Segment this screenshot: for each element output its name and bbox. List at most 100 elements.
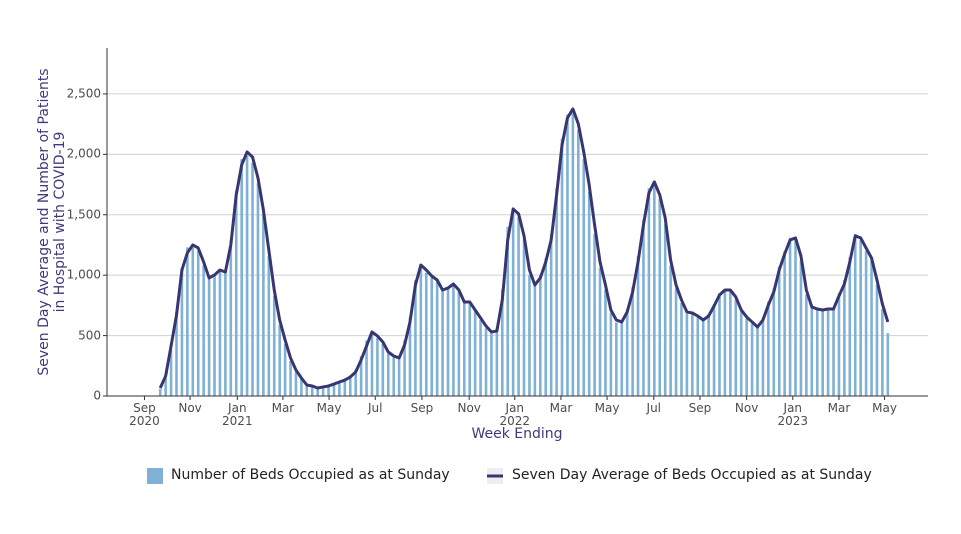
- bar: [761, 317, 765, 396]
- bar: [452, 286, 455, 396]
- bar: [158, 388, 162, 396]
- legend-swatch: [147, 468, 163, 484]
- bar: [549, 234, 553, 396]
- bar: [734, 299, 738, 396]
- x-tick-label: Jan 2023: [777, 401, 809, 428]
- bar: [875, 284, 879, 396]
- bar: [723, 289, 727, 396]
- bar: [533, 284, 537, 396]
- bar: [354, 369, 357, 396]
- bar: [305, 385, 309, 396]
- bar: [218, 269, 222, 396]
- bar: [500, 289, 504, 396]
- bar: [593, 234, 596, 396]
- bar: [609, 312, 613, 396]
- bar: [414, 280, 417, 396]
- bar: [490, 333, 493, 396]
- x-tick-label: Nov: [734, 401, 759, 415]
- bar: [180, 267, 184, 396]
- bar: [837, 293, 841, 396]
- bar: [859, 240, 862, 396]
- bar: [691, 313, 694, 396]
- bar: [810, 307, 814, 396]
- x-axis-title: Week Ending: [471, 426, 563, 442]
- bar: [495, 328, 499, 396]
- bar: [207, 276, 211, 396]
- bar: [202, 265, 205, 396]
- bar: [832, 307, 835, 396]
- bar: [164, 377, 167, 396]
- bar: [566, 114, 569, 396]
- bar: [479, 319, 482, 396]
- legend-label: Number of Beds Occupied as at Sunday: [171, 467, 450, 483]
- y-tick-label: 2,000: [66, 146, 101, 161]
- y-tick-label: 1,000: [66, 267, 101, 282]
- bar: [310, 386, 314, 396]
- bar: [653, 183, 656, 396]
- bar: [663, 224, 667, 396]
- bar: [506, 226, 510, 396]
- bar: [240, 159, 243, 396]
- bar: [457, 292, 461, 396]
- bar: [886, 333, 890, 396]
- bar: [870, 260, 873, 396]
- bar: [213, 273, 216, 396]
- bar: [316, 387, 319, 396]
- bar: [511, 207, 515, 396]
- bar: [370, 333, 374, 396]
- y-tick-label: 1,500: [66, 207, 101, 222]
- bar: [267, 255, 271, 396]
- bar: [544, 258, 548, 396]
- x-tick-label: Jan 2022: [499, 401, 531, 428]
- bar: [278, 324, 281, 396]
- line: [158, 107, 890, 390]
- bar: [636, 255, 640, 396]
- bar: [642, 219, 645, 396]
- x-tick-label: May: [316, 401, 342, 415]
- bar: [777, 266, 781, 396]
- bar: [473, 311, 477, 396]
- bar: [826, 309, 830, 396]
- bar: [685, 313, 689, 396]
- bar: [669, 265, 672, 396]
- bar: [718, 293, 721, 396]
- bar: [577, 130, 580, 396]
- x-tick-label: Sep 2020: [129, 401, 160, 428]
- bar: [283, 344, 287, 396]
- bar: [365, 340, 368, 396]
- bar: [256, 183, 260, 396]
- x-tick-label: Nov: [178, 401, 202, 415]
- bar: [674, 288, 678, 396]
- bar: [430, 277, 434, 396]
- bar: [343, 379, 347, 396]
- bar: [229, 241, 233, 396]
- x-tick-label: Sep: [688, 401, 712, 415]
- bar: [582, 159, 586, 396]
- bar: [555, 188, 558, 396]
- bar: [604, 289, 607, 396]
- bar: [756, 325, 759, 396]
- bar: [696, 317, 700, 396]
- bar: [647, 188, 651, 396]
- bar: [359, 356, 363, 396]
- bar: [332, 383, 336, 396]
- x-tick-label: May: [872, 401, 897, 415]
- bar: [446, 287, 450, 396]
- bar: [745, 318, 748, 396]
- bar: [598, 267, 602, 396]
- bar: [408, 317, 412, 396]
- x-tick-label: Jul: [367, 401, 383, 415]
- bar: [191, 247, 195, 396]
- bar: [739, 311, 743, 396]
- bar: [321, 386, 325, 396]
- bar: [300, 379, 303, 396]
- bar: [272, 295, 276, 396]
- bar: [441, 290, 444, 396]
- bar: [625, 309, 629, 396]
- bar: [262, 214, 265, 396]
- bar: [381, 344, 385, 396]
- bar: [843, 280, 846, 396]
- bar: [386, 353, 390, 396]
- bar: [680, 302, 683, 396]
- bar: [701, 319, 705, 396]
